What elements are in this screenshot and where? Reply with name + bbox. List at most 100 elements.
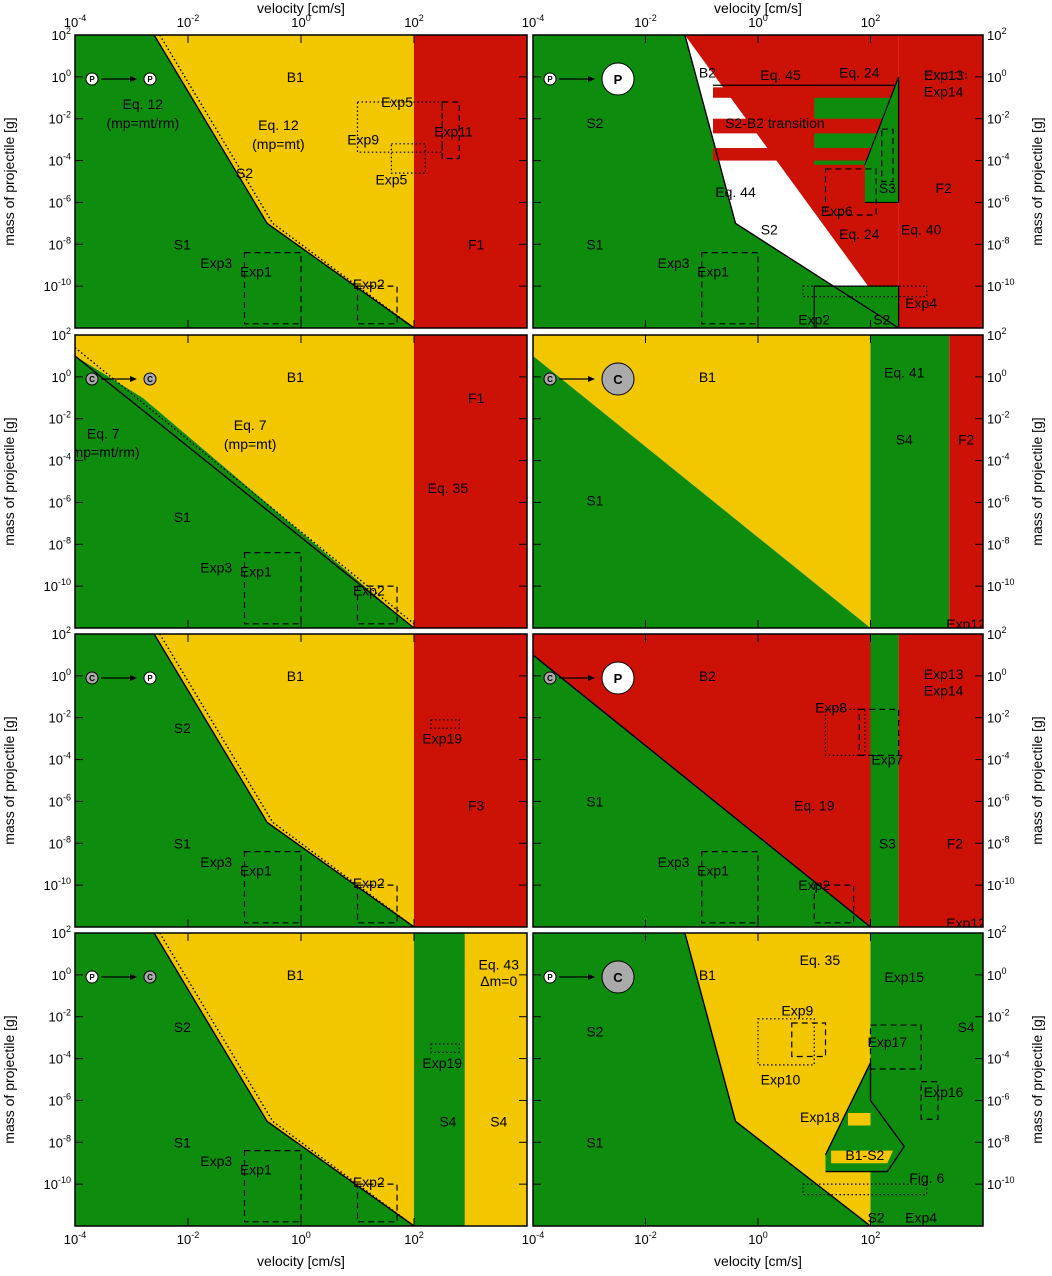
region-label: Exp1 [697,263,729,279]
target-icon [601,960,635,994]
experiment-box [243,252,302,325]
y-tick-label: 10-10 [44,1175,71,1192]
y-tick-exp: 2 [1001,924,1006,934]
y-tick-exp: -2 [1001,1008,1009,1018]
y-tick-exp: -8 [63,535,71,545]
x-tick-label: 10-2 [634,13,656,30]
region-label: S1 [174,509,191,525]
region-yellow [684,933,871,1226]
y-tick-label: 10-6 [49,1091,71,1108]
boundary-line [153,634,415,927]
region-label: B1 [699,369,716,385]
x-axis-label: velocity [cm/s] [714,1253,802,1269]
region-red [533,634,871,927]
region-label: Exp13 [924,666,964,682]
y-tick-exp: -4 [63,1050,71,1060]
region-label: Exp2 [353,582,385,598]
y-tick-label: 100 [52,368,71,385]
region-yellow [154,35,414,328]
region-label: Exp16 [924,1084,964,1100]
x-tick-exp: -2 [191,13,199,23]
target-letter: C [613,372,623,387]
projectile-letter: C [547,375,553,384]
y-tick-exp: -2 [63,709,71,719]
y-tick-label: 100 [987,667,1006,684]
eq24-wedge [864,76,900,204]
x-axis-label: velocity [cm/s] [257,0,345,16]
experiment-box [869,1024,922,1070]
y-tick-exp: 0 [66,68,71,78]
target-letter: C [613,970,623,985]
region-green [735,87,899,328]
arrow-head [588,974,595,980]
x-tick-exp: -2 [649,13,657,23]
y-tick-label: 10-10 [987,1175,1014,1192]
region-label: Exp11 [434,123,473,139]
y-axis-label: mass of projectile [g] [1,1015,17,1143]
arrow-head [130,974,137,980]
y-axis-label: mass of projectile [g] [1,117,17,245]
experiment-box [920,1080,939,1120]
y-tick-label: 10-4 [987,452,1009,469]
region-label: S1 [586,793,603,809]
y-tick-label: 10-8 [987,1133,1009,1150]
boundary-line [159,634,415,927]
y-tick-label: 102 [52,326,71,343]
region-label: Exp14 [924,84,964,100]
y-tick-exp: -8 [63,235,71,245]
y-tick-exp: -8 [1001,535,1009,545]
y-tick-label: 10-6 [987,1091,1009,1108]
x-tick-label: 102 [861,1230,880,1247]
region-green [75,933,414,1226]
region-label: Exp12 [946,915,986,931]
region-red [414,35,527,328]
region-label: Exp8 [815,699,847,715]
boundary-line [153,933,415,1226]
region-label: S2 [586,1023,603,1039]
region-green [533,35,899,328]
region-label: (mp=mt) [252,136,305,152]
experiment-box [926,72,967,80]
y-axis-label: mass of projectile [g] [1029,716,1045,844]
region-green [870,335,950,628]
region-green [75,35,414,328]
boundary-line [684,933,871,1226]
experiment-box [243,851,302,924]
experiment-box [824,708,866,756]
y-tick-exp: 2 [1001,26,1006,36]
region-label: B2 [699,668,716,684]
y-tick-exp: -2 [63,410,71,420]
x-tick-exp: 0 [763,1230,768,1240]
experiment-box [430,719,460,729]
boundary-line [75,355,415,628]
region-label: F1 [468,390,485,406]
region-green [75,634,414,927]
experiment-box [802,1183,928,1196]
region-label: S1 [174,835,191,851]
region-yellow [533,335,871,628]
projectile-icon [85,671,99,685]
y-tick-label: 10-10 [987,876,1014,893]
experiment-box [356,884,398,924]
x-tick-label: 100 [291,1230,310,1247]
arrow-head [130,76,137,82]
target-letter: C [147,375,153,384]
y-tick-exp: -10 [58,876,71,886]
y-tick-exp: -6 [63,792,71,802]
region-label: (mp=mt/rm) [67,444,140,460]
panel-inner: B1 S2 S1 F1 Eq. 12 (mp=mt/rm) Eq. 12 (mp=mt) Exp… [75,35,527,328]
x-tick-label: 10-4 [64,1230,86,1247]
region-label: Exp7 [871,752,903,768]
y-tick-label: 10-2 [987,410,1009,427]
experiment-box [802,285,928,298]
target-letter: P [147,75,153,84]
region-label: B1 [287,967,304,983]
region-label: F2 [947,835,964,851]
boundary-line [75,347,415,625]
y-tick-exp: -2 [1001,410,1009,420]
boundary-line [533,654,871,927]
projectile-letter: C [89,674,95,683]
y-tick-label: 10-8 [49,235,71,252]
x-tick-label: 102 [404,1230,423,1247]
